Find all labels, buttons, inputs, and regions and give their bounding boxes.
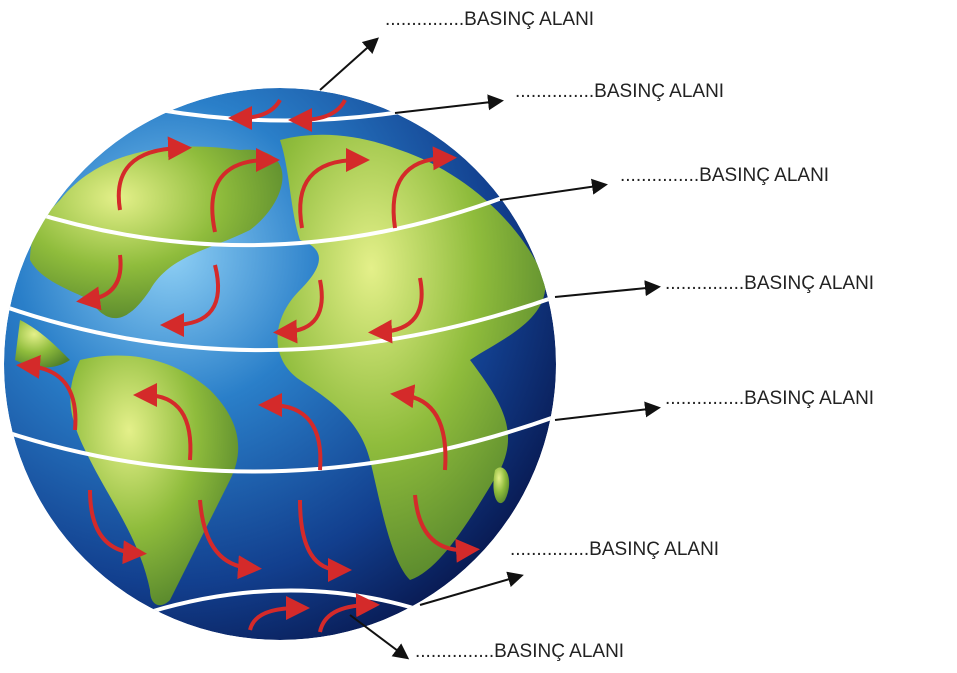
labels: ...............BASINÇ ALANI ............…	[385, 9, 874, 662]
belt-label: ...............BASINÇ ALANI	[385, 9, 594, 30]
belt-label: ...............BASINÇ ALANI	[665, 273, 874, 294]
pointer-arrow	[349, 614, 410, 660]
pointer-arrow	[554, 280, 661, 298]
globe	[4, 88, 556, 640]
belt-label: ...............BASINÇ ALANI	[620, 165, 829, 186]
pointer-arrow	[419, 571, 524, 606]
belt-label: ...............BASINÇ ALANI	[415, 641, 624, 662]
pointer-arrow	[319, 37, 379, 91]
pointer-arrow	[394, 94, 504, 114]
pointers	[319, 37, 661, 660]
pointer-arrow	[554, 401, 661, 421]
wind-arrows	[16, 98, 480, 633]
belt-label: ...............BASINÇ ALANI	[515, 81, 724, 102]
belt-label: ...............BASINÇ ALANI	[665, 388, 874, 409]
pointer-arrow	[499, 178, 608, 201]
belt-label: ...............BASINÇ ALANI	[510, 539, 719, 560]
pressure-belts	[4, 108, 556, 614]
continents	[15, 134, 546, 606]
